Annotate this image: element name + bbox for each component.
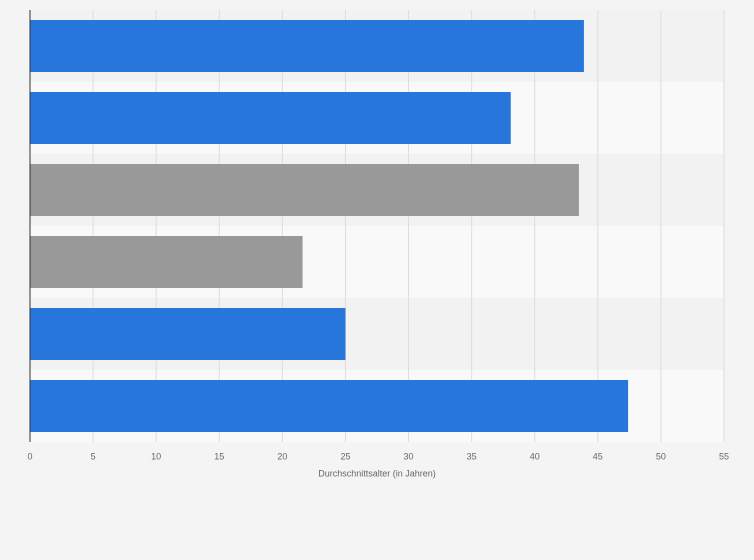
x-tick-label: 50 [656, 451, 666, 461]
x-tick-label: 40 [530, 451, 540, 461]
bar [30, 92, 511, 144]
x-tick-label: 45 [593, 451, 603, 461]
x-tick-label: 0 [27, 451, 32, 461]
x-tick-label: 30 [404, 451, 414, 461]
x-tick-label: 35 [467, 451, 477, 461]
x-tick-label: 55 [719, 451, 729, 461]
x-tick-label: 25 [340, 451, 350, 461]
x-tick-label: 5 [91, 451, 96, 461]
bar [30, 164, 579, 216]
bar [30, 236, 303, 288]
bar [30, 380, 629, 432]
x-tick-label: 20 [277, 451, 287, 461]
x-axis-title: Durchschnittsalter (in Jahren) [318, 468, 436, 478]
x-tick-label: 15 [214, 451, 224, 461]
bar [30, 308, 346, 360]
x-tick-label: 10 [151, 451, 161, 461]
bar [30, 20, 584, 72]
